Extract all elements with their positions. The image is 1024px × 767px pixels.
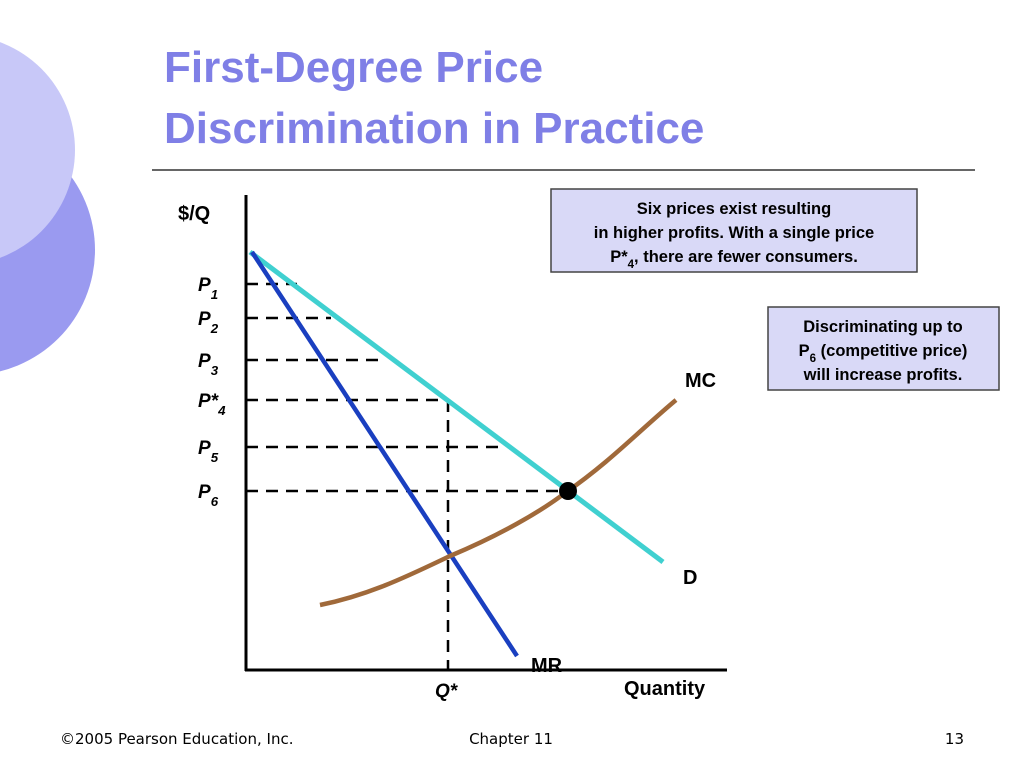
- title-line: Discrimination in Practice: [164, 104, 704, 153]
- text-run: Six prices exist resulting: [637, 200, 831, 218]
- subscript: 5: [211, 450, 219, 465]
- footer-chapter: Chapter 11: [469, 730, 553, 748]
- note-line: Discriminating up to: [803, 318, 963, 336]
- text-run: P: [198, 275, 211, 296]
- decor-circle: [0, 42, 75, 258]
- text-run: P*: [610, 248, 628, 266]
- mc-curve: [319, 398, 678, 608]
- price-label: P3: [198, 351, 219, 378]
- text-run: P*: [198, 391, 220, 412]
- subscript: 6: [810, 353, 816, 365]
- text-run: P: [198, 438, 211, 459]
- diagram: $/Q Quantity Q* MC D MR P1P2P3P*4P5P6Six…: [178, 188, 1000, 702]
- footer-page: 13: [945, 730, 964, 748]
- price-label: P1: [198, 275, 218, 302]
- price-label: P5: [198, 438, 219, 465]
- subscript: 2: [210, 321, 219, 336]
- text-run: P: [198, 351, 211, 372]
- text-run: will increase profits.: [803, 366, 963, 384]
- note-line: Six prices exist resulting: [637, 200, 831, 218]
- note-box: [767, 306, 1000, 391]
- equilibrium-point: [559, 482, 577, 500]
- text-run: Discriminating up to: [803, 318, 963, 336]
- text-run: (competitive price): [816, 342, 967, 360]
- note-line: will increase profits.: [803, 366, 963, 384]
- text-run: , there are fewer consumers.: [634, 248, 858, 266]
- y-axis-label: $/Q: [178, 203, 210, 225]
- price-label: P2: [198, 309, 219, 336]
- curve-label: MC: [685, 370, 716, 392]
- subscript: 3: [211, 363, 219, 378]
- x-axis-label: Quantity: [624, 678, 706, 700]
- subscript: 4: [217, 403, 226, 418]
- mr-curve: [250, 250, 519, 658]
- subscript: 4: [628, 259, 635, 271]
- price-label: P6: [198, 482, 219, 509]
- price-label: P*4: [198, 391, 226, 418]
- text-run: P: [799, 342, 810, 360]
- text-run: P: [198, 309, 211, 330]
- subscript: 6: [211, 494, 219, 509]
- quantity-label: Q*: [435, 681, 459, 702]
- note-box: [550, 188, 918, 273]
- note-line: in higher profits. With a single price: [594, 224, 874, 242]
- curve-label: MR: [531, 655, 563, 677]
- demand-curve: [248, 250, 665, 564]
- title-line: First-Degree Price: [164, 43, 543, 92]
- text-run: P: [198, 482, 211, 503]
- subscript: 1: [211, 287, 218, 302]
- text-run: in higher profits. With a single price: [594, 224, 874, 242]
- note-line: P6 (competitive price): [799, 342, 968, 365]
- price-guides: [246, 282, 568, 670]
- curve-label: D: [683, 567, 697, 589]
- note-line: P*4, there are fewer consumers.: [610, 248, 858, 271]
- footer-copyright: ©2005 Pearson Education, Inc.: [60, 730, 293, 748]
